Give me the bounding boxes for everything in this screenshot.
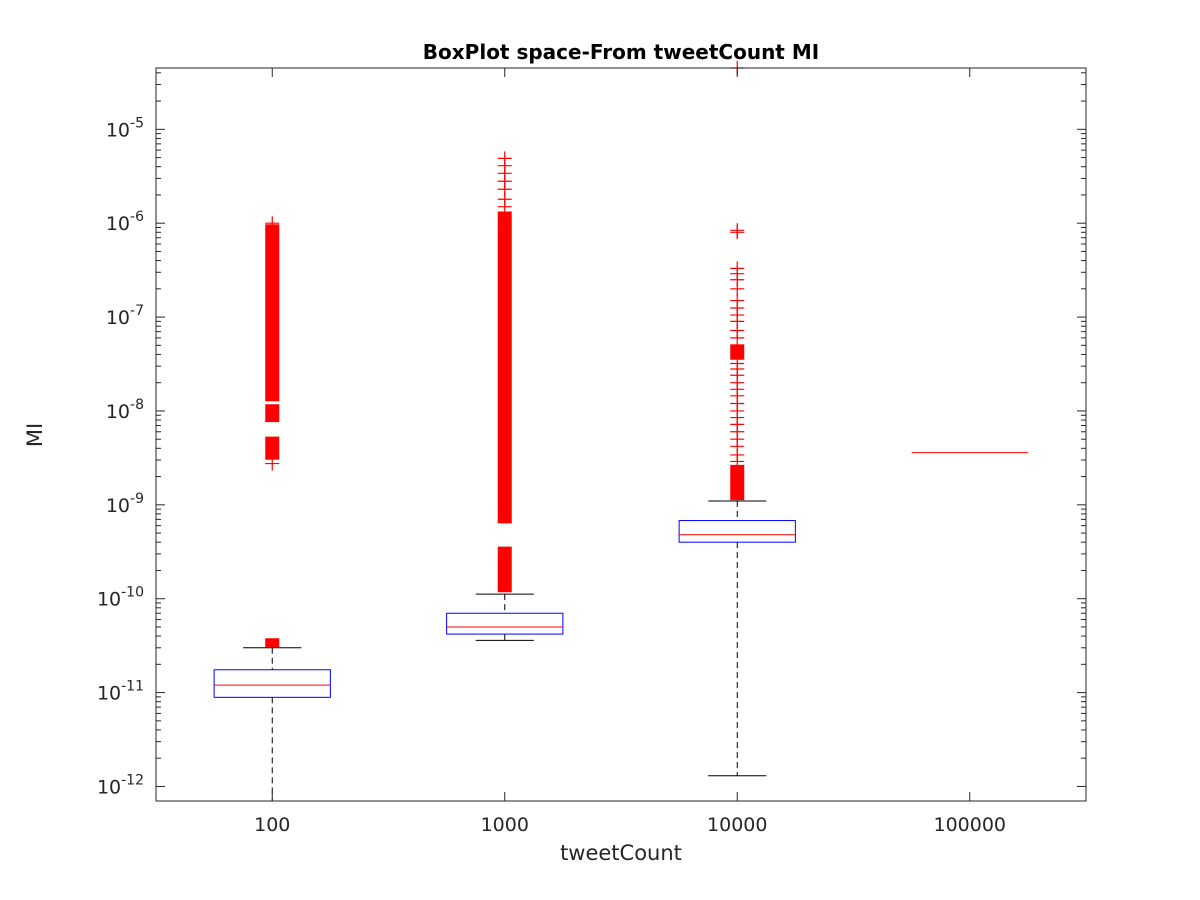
y-tick-label: 10-8: [106, 397, 144, 423]
y-tick-label: 10-10: [97, 585, 144, 611]
outlier-marker: [730, 261, 745, 276]
y-tick-label: 10-7: [106, 303, 144, 329]
boxplot-marks: [213, 61, 1028, 802]
outlier-marker: [730, 293, 745, 308]
box-group-10000: [678, 61, 796, 777]
y-tick-label: 10-11: [97, 679, 144, 705]
box-iqr: [213, 669, 331, 698]
outlier-band: [265, 436, 280, 460]
outlier-marker: [730, 356, 745, 371]
y-tick-label: 10-6: [106, 209, 144, 235]
outlier-marker: [265, 456, 280, 471]
chart-title: BoxPlot space-From tweetCount MI: [423, 40, 819, 64]
y-tick-label: 10-5: [106, 115, 144, 141]
outlier-band: [730, 344, 745, 360]
outlier-marker: [497, 151, 512, 166]
outlier-band: [265, 404, 280, 423]
outlier-band: [497, 211, 512, 524]
x-tick-label: 100: [254, 814, 290, 836]
box-iqr: [446, 612, 564, 635]
y-axis-label: MI: [23, 423, 47, 447]
axes-frame: [155, 67, 1087, 802]
x-tick-label: 100000: [933, 814, 1006, 836]
axis-ticks: 10-12 10-11 10-10 10-9 10-8 10-7 10-6 10-5 100 10…: [97, 68, 1086, 836]
outlier-marker: [730, 223, 745, 238]
outlier-marker: [265, 216, 280, 231]
box-iqr: [678, 520, 796, 543]
x-axis-label: tweetCount: [560, 841, 682, 865]
y-tick-label: 10-12: [97, 772, 144, 798]
outlier-band: [265, 638, 280, 648]
box-group-1000: [446, 151, 564, 641]
x-tick-label: 10000: [707, 814, 767, 836]
y-tick-label: 10-9: [106, 491, 144, 517]
outlier-band: [730, 464, 745, 501]
box-group-100: [213, 216, 331, 802]
outlier-band: [497, 546, 512, 593]
outlier-band: [265, 224, 280, 402]
x-tick-label: 1000: [481, 814, 529, 836]
plot-area: [156, 68, 1086, 801]
